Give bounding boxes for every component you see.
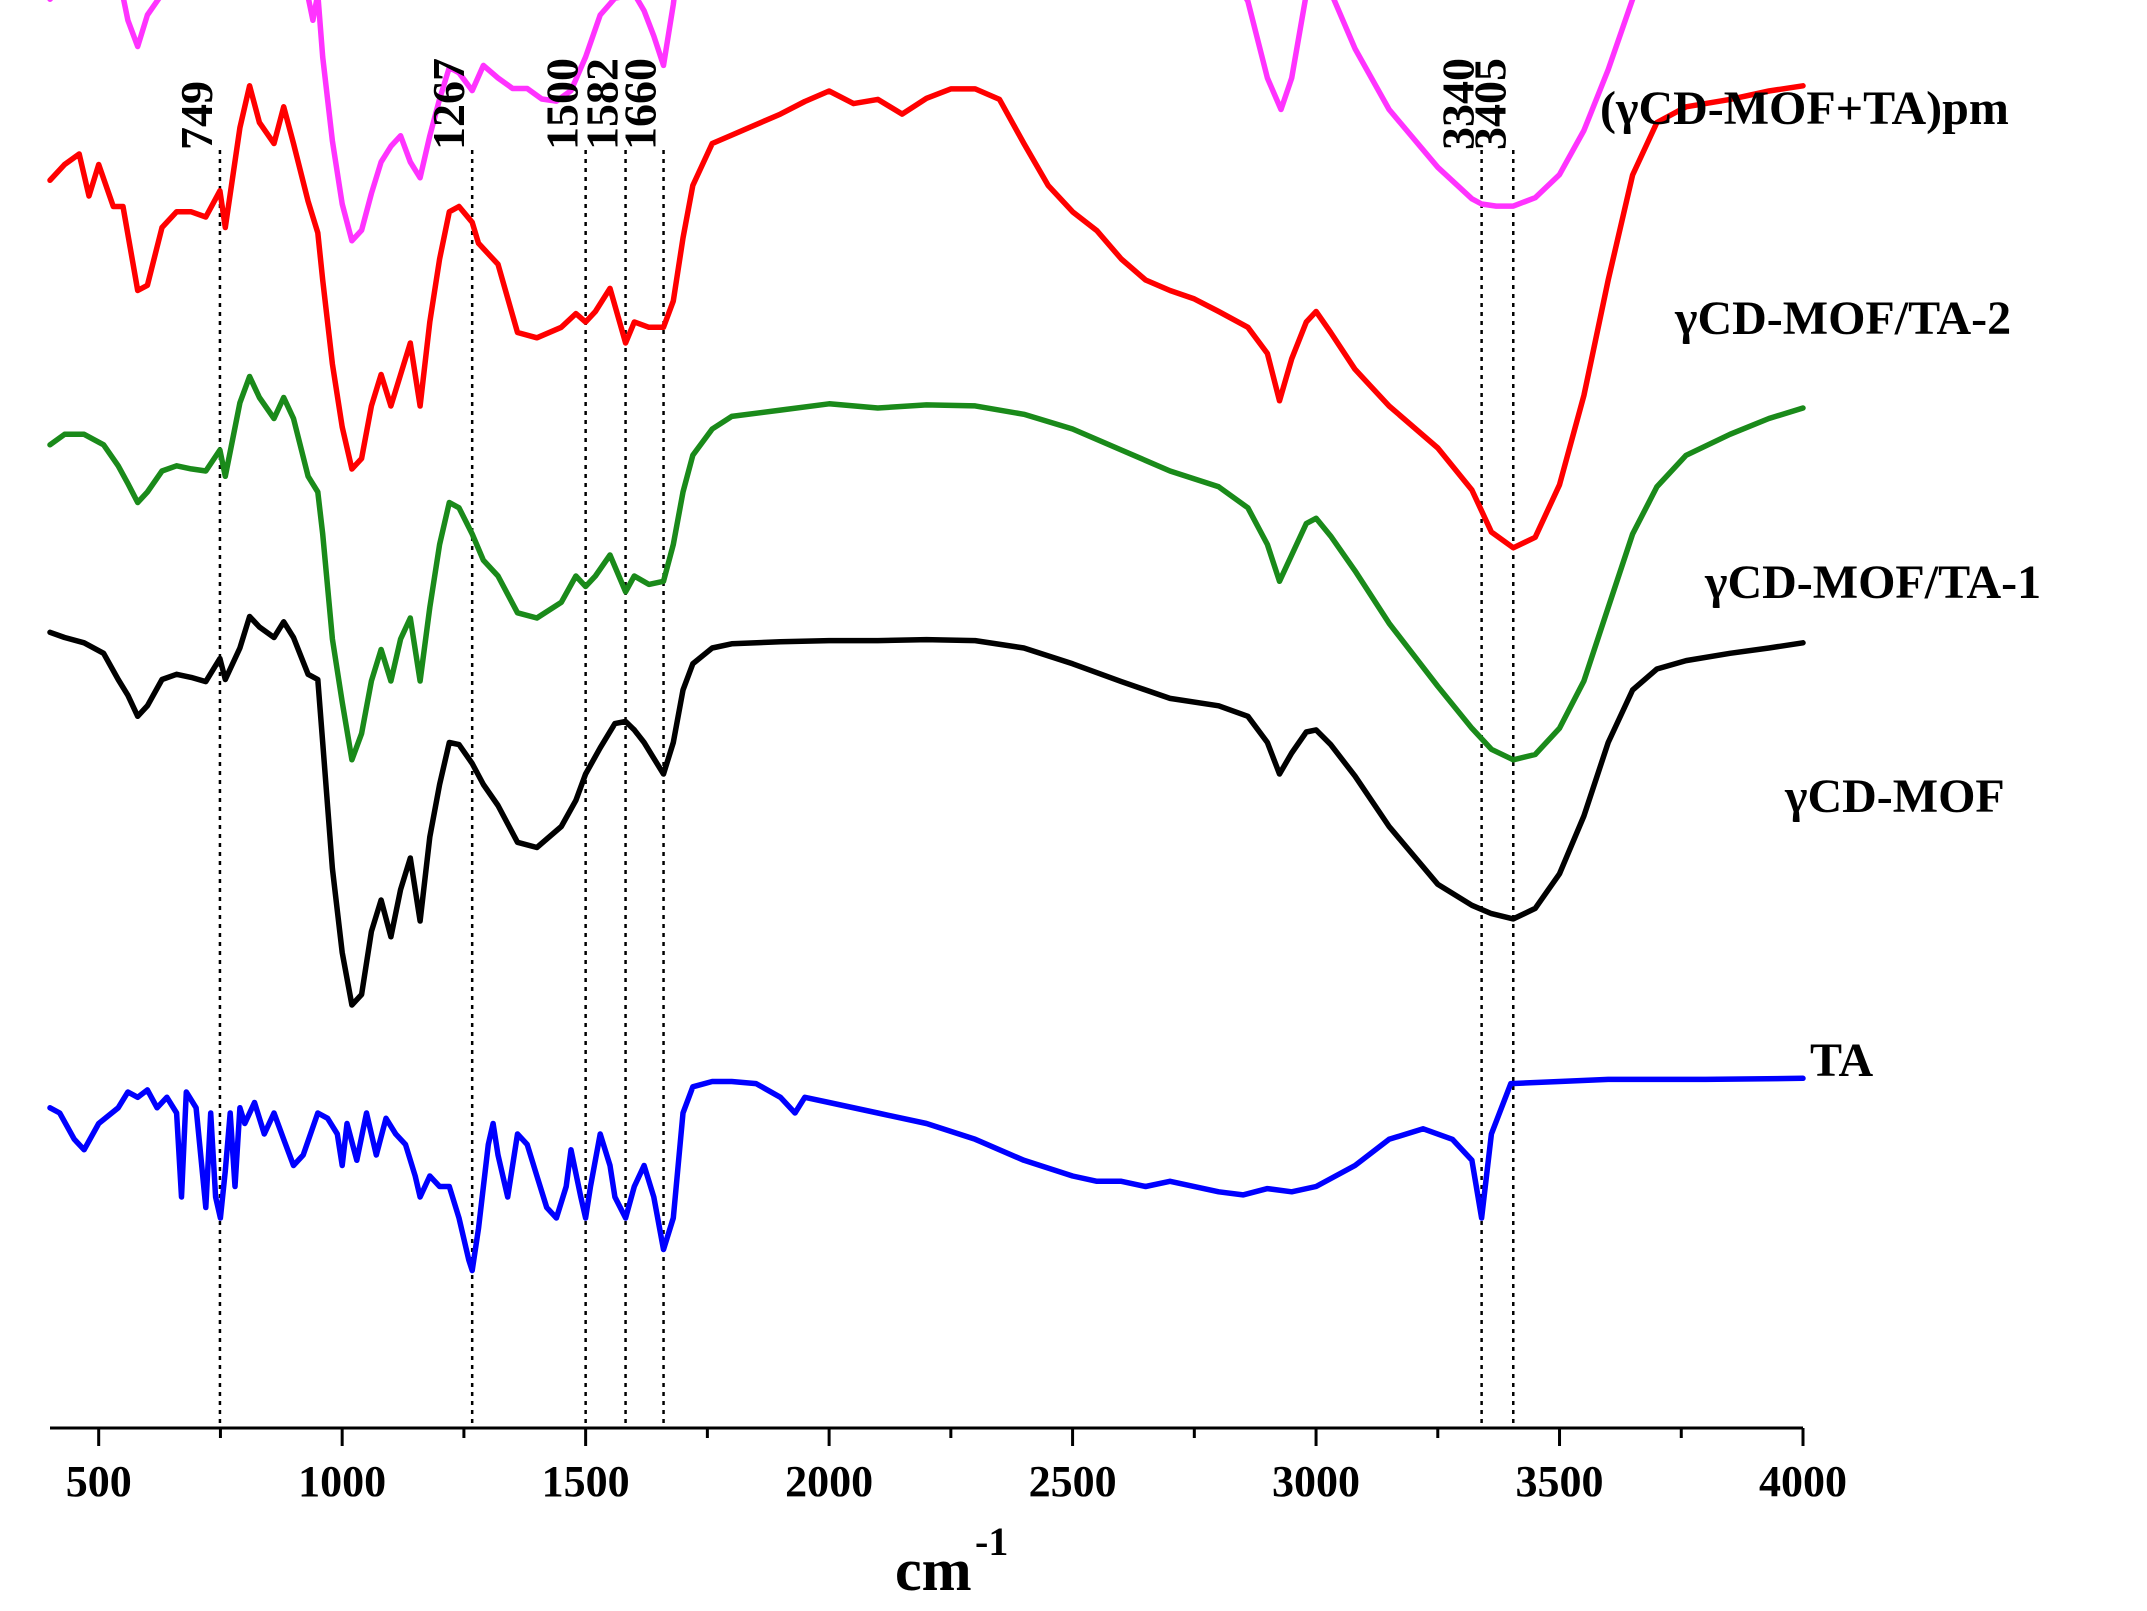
peak-label-749: 749 <box>171 81 222 150</box>
series-label-2: γCD-MOF/TA-1 <box>1704 556 2041 609</box>
series-label-0: (γCD-MOF+TA)pm <box>1600 82 2009 135</box>
series-label-4: TA <box>1810 1034 1873 1087</box>
x-axis-title-text: cm <box>895 1537 972 1603</box>
x-axis-title-superscript: -1 <box>975 1519 1008 1564</box>
x-axis-title: cm -1 <box>895 1519 1008 1603</box>
x-tick-label-1000: 1000 <box>298 1457 386 1506</box>
x-tick-label-3000: 3000 <box>1272 1457 1360 1506</box>
series-line-1 <box>47 83 1806 551</box>
x-tick-label-2000: 2000 <box>785 1457 873 1506</box>
peak-label-3405: 3405 <box>1464 58 1515 150</box>
peak-label-1660: 1660 <box>615 58 666 150</box>
x-tick-label-2500: 2500 <box>1029 1457 1117 1506</box>
series-lines <box>47 0 1806 1274</box>
x-tick-label-3500: 3500 <box>1516 1457 1604 1506</box>
x-tick-label-4000: 4000 <box>1759 1457 1847 1506</box>
peak-label-1267: 1267 <box>423 58 474 150</box>
series-line-4 <box>47 1075 1806 1274</box>
series-labels: (γCD-MOF+TA)pm γCD-MOF/TA-2 γCD-MOF/TA-1 γC… <box>1600 82 2041 1087</box>
peak-label-3340: 3340 <box>1433 58 1484 150</box>
x-tick-label-500: 500 <box>66 1457 132 1506</box>
series-label-3: γCD-MOF <box>1784 770 2005 823</box>
reference-lines <box>218 150 1515 1428</box>
series-line-2 <box>47 373 1806 763</box>
x-tick-label-1500: 1500 <box>542 1457 630 1506</box>
series-line-0 <box>47 0 1636 244</box>
series-line-3 <box>47 613 1806 1008</box>
series-label-1: γCD-MOF/TA-2 <box>1674 292 2011 345</box>
peak-label-1582: 1582 <box>577 58 628 150</box>
x-axis: 500 1000 1500 2000 2500 3000 3500 4000 <box>50 1426 1847 1506</box>
peak-label-1500: 1500 <box>537 58 588 150</box>
